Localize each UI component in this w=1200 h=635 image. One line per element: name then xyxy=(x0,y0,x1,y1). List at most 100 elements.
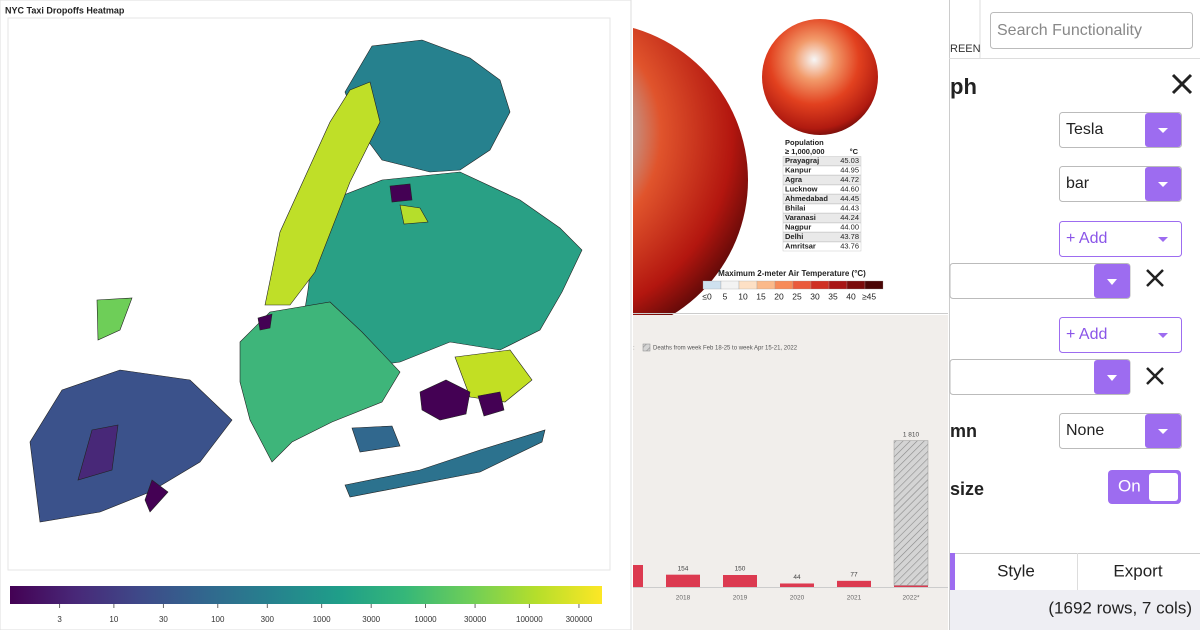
legend-label: Deaths from week Feb 18-25 to week Apr 1… xyxy=(653,346,798,352)
tab-bar xyxy=(950,553,1200,590)
bar xyxy=(894,585,928,587)
table-cell: Nagpur xyxy=(785,222,811,231)
globe-large xyxy=(633,27,748,333)
ui-panel: REEN Search Functionality ph Tesla bar + A… xyxy=(949,0,1200,630)
manhattan xyxy=(264,81,381,306)
table-row xyxy=(782,232,862,242)
colorbar-segment xyxy=(756,280,776,290)
temperature-panel: Population ≥ 1,000,000 °C Prayagraj 45.03… xyxy=(633,0,948,333)
map-title: NYC Taxi Dropoffs Heatmap xyxy=(5,5,125,15)
colorbar-title: Maximum 2-meter Air Temperature (°C) xyxy=(718,269,866,278)
brooklyn xyxy=(239,301,401,463)
search-box[interactable] xyxy=(990,12,1193,49)
table-header: Population xyxy=(785,138,824,147)
x-tick-label: 2021 xyxy=(847,595,862,602)
svg-text::: : xyxy=(633,346,635,352)
table-cell: 44.43 xyxy=(840,203,859,212)
search-placeholder: Search Functionality xyxy=(997,22,1142,39)
dropdown-value[interactable]: None xyxy=(1066,422,1104,439)
tab[interactable]: Export xyxy=(1113,561,1162,580)
table-header: °C xyxy=(850,147,859,156)
table-cell: 44.72 xyxy=(840,175,859,184)
colorbar-segment xyxy=(720,280,740,290)
x-tick-label: 100000 xyxy=(516,615,543,624)
island xyxy=(257,313,273,331)
value-label: 154 xyxy=(678,565,689,572)
dropdown-value[interactable]: + Add xyxy=(1066,230,1107,247)
map-shapes xyxy=(29,39,583,523)
table-cell: Ahmedabad xyxy=(785,194,828,203)
x-tick-label: 2020 xyxy=(790,595,805,602)
table-row xyxy=(782,203,862,214)
bronx xyxy=(344,39,511,173)
colorbar-segment xyxy=(846,280,866,290)
staten-district xyxy=(77,424,119,481)
x-tick-label: 3 xyxy=(57,615,62,624)
table-cell: 43.78 xyxy=(840,232,859,241)
active-tab-marker xyxy=(950,553,955,590)
status-bar xyxy=(950,590,1200,630)
table-row xyxy=(782,175,862,185)
table-cell: 44.24 xyxy=(840,213,859,222)
status: (1692 rows, 7 cols) xyxy=(1048,598,1192,617)
island xyxy=(399,204,429,225)
table-cell: Prayagraj xyxy=(785,156,819,165)
dropdowns: Tesla bar + Add + Add None xyxy=(1059,112,1182,449)
legend-swatch xyxy=(642,343,651,352)
arrow-icon xyxy=(1158,237,1168,242)
staten-district xyxy=(144,479,169,513)
jfk xyxy=(454,349,533,403)
colorbar-label: 5 xyxy=(723,291,728,301)
temperature-colorbar: ≤0 5 10 15 20 25 30 35 40 ≥45 xyxy=(702,280,884,301)
table-row xyxy=(782,194,862,204)
dropdown-value[interactable]: + Add xyxy=(1066,326,1107,343)
temperature-table: Prayagraj 45.03 Kanpur 44.95 Agra 44.72 Luckno… xyxy=(782,156,862,252)
table-cell: 44.60 xyxy=(840,184,859,193)
x-tick-label: 30000 xyxy=(464,615,487,624)
value-label: 1 810 xyxy=(903,431,920,438)
x-tick-label: 30 xyxy=(159,615,168,624)
bar xyxy=(723,575,757,587)
island xyxy=(477,391,505,417)
island xyxy=(419,379,471,421)
table-cell: Agra xyxy=(785,175,803,184)
plot-frame xyxy=(7,17,611,571)
island xyxy=(351,425,401,453)
table-cell: Delhi xyxy=(785,232,803,241)
colorbar-segment xyxy=(738,280,758,290)
tab[interactable]: Style xyxy=(997,561,1035,580)
table-cell: Amritsar xyxy=(785,241,816,250)
arrow-icon xyxy=(1158,182,1168,187)
bar xyxy=(837,580,871,587)
staten-island xyxy=(29,369,233,523)
table-cell: 44.00 xyxy=(840,222,859,231)
toggle-label: On xyxy=(1118,476,1141,495)
table-row xyxy=(782,241,862,252)
remove-button[interactable] xyxy=(1146,367,1164,385)
table-cell: 44.95 xyxy=(840,165,859,174)
bar xyxy=(633,565,643,587)
x-tick-label: 2022* xyxy=(903,595,920,602)
table-header: ≥ 1,000,000 xyxy=(785,147,825,156)
table-row xyxy=(782,213,862,223)
colorbar-label: 40 xyxy=(846,291,856,301)
x-tick-label: 300 xyxy=(261,615,275,624)
table-row xyxy=(782,156,862,166)
bar-chart: Deaths from week Feb 18-25 to week Apr 1… xyxy=(633,343,948,602)
colorbar: 3 10 30 100 300 1000 3000 10000 30000 100000 30000… xyxy=(10,586,602,624)
dropdown xyxy=(1059,317,1182,353)
tab-label[interactable]: REEN xyxy=(950,43,981,55)
remove-button[interactable] xyxy=(1146,269,1164,287)
arrow-icon xyxy=(1107,279,1117,285)
table-cell: Lucknow xyxy=(785,184,818,193)
x-tick-label: 2018 xyxy=(676,595,691,602)
close-button[interactable] xyxy=(1171,73,1193,95)
heading: ph xyxy=(950,74,977,99)
colorbar-label: 20 xyxy=(774,291,784,301)
x-tick-label: 300000 xyxy=(566,615,593,624)
arrow-icon xyxy=(1158,333,1168,338)
dropdown-value[interactable]: bar xyxy=(1066,175,1090,192)
dropdown-value[interactable]: Tesla xyxy=(1066,121,1103,138)
arrow-icon xyxy=(1158,429,1168,434)
